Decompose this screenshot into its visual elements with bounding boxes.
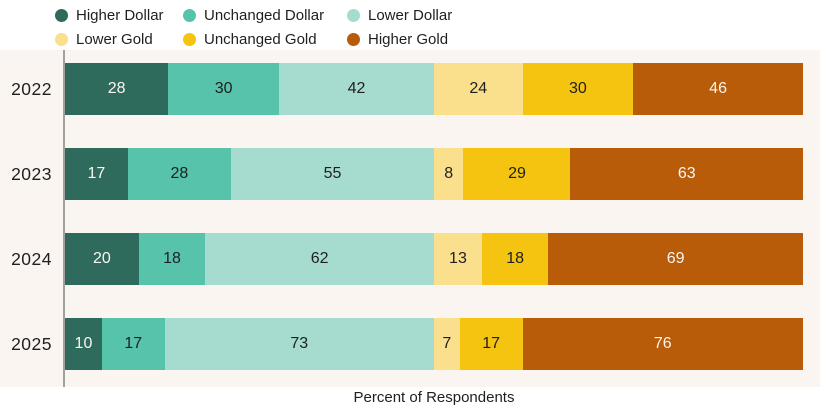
bar-segment-lower-gold: 24	[433, 63, 523, 115]
year-label: 2023	[11, 163, 52, 184]
bar-segment-higher-gold: 63	[570, 148, 803, 200]
bar-segment-higher-gold: 76	[522, 318, 803, 370]
chart-row-2022: 2022 28 30 42 24 30 46	[0, 63, 803, 115]
year-label: 2022	[11, 78, 52, 99]
bar-segment-unchanged-dollar: 30	[168, 63, 279, 115]
x-axis-label: Percent of Respondents	[353, 389, 515, 406]
bar-segment-lower-gold: 13	[433, 233, 482, 285]
chart-row-2023: 2023 17 28 55 8 29 63	[0, 148, 803, 200]
legend-label: Higher Gold	[368, 31, 449, 48]
legend-item-higher-gold: Higher Gold	[347, 30, 452, 49]
legend-item-higher-dollar: Higher Dollar	[55, 6, 183, 25]
stacked-bar: 10 17 73 7 17 76	[65, 318, 803, 370]
legend-label: Lower Dollar	[368, 7, 453, 24]
legend-item-lower-gold: Lower Gold	[55, 30, 183, 49]
bar-segment-unchanged-gold: 29	[463, 148, 571, 200]
bar-segment-lower-dollar: 73	[164, 318, 434, 370]
bar-segment-higher-gold: 46	[633, 63, 803, 115]
bar-segment-higher-dollar: 10	[65, 318, 102, 370]
stacked-bar: 17 28 55 8 29 63	[65, 148, 803, 200]
legend-swatch-icon	[55, 9, 68, 22]
bar-segment-higher-gold: 69	[548, 233, 803, 285]
bar-segment-lower-dollar: 42	[279, 63, 434, 115]
bar-segment-higher-dollar: 17	[65, 148, 128, 200]
legend-swatch-icon	[347, 9, 360, 22]
y-axis-line	[63, 50, 65, 387]
stacked-bar-chart: 2022 28 30 42 24 30 46 2023 17 28 55 8 29 63 2024 20 18 6…	[0, 63, 803, 403]
chart-row-2024: 2024 20 18 62 13 18 69	[0, 233, 803, 285]
bar-segment-unchanged-gold: 17	[459, 318, 523, 370]
bar-segment-lower-dollar: 62	[205, 233, 434, 285]
legend-item-unchanged-gold: Unchanged Gold	[183, 30, 347, 49]
legend-item-lower-dollar: Lower Dollar	[347, 6, 452, 25]
chart-row-2025: 2025 10 17 73 7 17 76	[0, 318, 803, 370]
legend-item-unchanged-dollar: Unchanged Dollar	[183, 6, 347, 25]
bar-segment-lower-gold: 8	[433, 148, 464, 200]
legend-swatch-icon	[183, 33, 196, 46]
bar-segment-higher-dollar: 20	[65, 233, 139, 285]
legend-swatch-icon	[347, 33, 360, 46]
bar-segment-unchanged-dollar: 18	[138, 233, 206, 285]
bar-segment-unchanged-gold: 18	[481, 233, 549, 285]
stacked-bar: 28 30 42 24 30 46	[65, 63, 803, 115]
bar-segment-unchanged-dollar: 28	[127, 148, 232, 200]
bar-segment-unchanged-gold: 30	[522, 63, 634, 115]
bar-segment-lower-gold: 7	[433, 318, 460, 370]
legend-label: Higher Dollar	[76, 7, 164, 24]
legend-label: Unchanged Gold	[204, 31, 317, 48]
stacked-bar: 20 18 62 13 18 69	[65, 233, 803, 285]
year-label: 2024	[11, 248, 52, 269]
legend: Higher Dollar Unchanged Dollar Lower Dolla…	[55, 6, 452, 49]
bar-segment-unchanged-dollar: 17	[101, 318, 165, 370]
bar-segment-lower-dollar: 55	[231, 148, 434, 200]
bar-segment-higher-dollar: 28	[65, 63, 169, 115]
legend-swatch-icon	[55, 33, 68, 46]
legend-swatch-icon	[183, 9, 196, 22]
legend-label: Lower Gold	[76, 31, 153, 48]
year-label: 2025	[11, 333, 52, 354]
legend-label: Unchanged Dollar	[204, 7, 325, 24]
